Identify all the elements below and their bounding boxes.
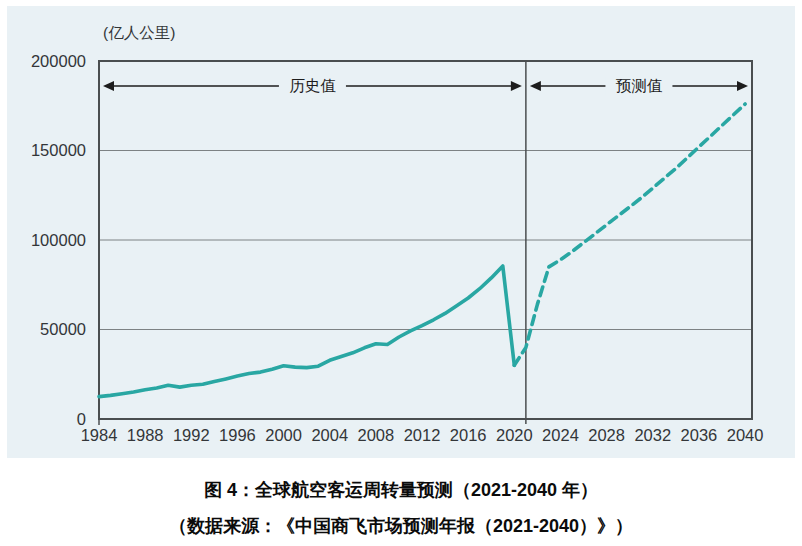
x-tick-label: 1992 xyxy=(173,426,210,444)
y-tick-label: 200000 xyxy=(31,52,86,70)
x-tick-label: 1984 xyxy=(81,426,118,444)
x-tick-label: 2016 xyxy=(450,426,487,444)
y-tick-label: 100000 xyxy=(31,231,86,249)
figure-caption-source: （数据来源：《中国商飞市场预测年报（2021-2040）》） xyxy=(0,514,802,538)
y-tick-label: 150000 xyxy=(31,141,86,159)
x-tick-label: 2008 xyxy=(358,426,395,444)
region-label: 历史值 xyxy=(289,77,336,94)
x-tick-label: 2036 xyxy=(681,426,718,444)
x-tick-label: 2000 xyxy=(265,426,302,444)
region-label: 预测值 xyxy=(616,77,663,94)
y-tick-label: 50000 xyxy=(40,320,86,338)
series-historical xyxy=(99,266,514,397)
y-tick-label: 0 xyxy=(77,410,86,428)
x-tick-label: 2004 xyxy=(311,426,348,444)
figure-caption-title: 图 4：全球航空客运周转量预测（2021-2040 年） xyxy=(0,478,802,502)
series-forecast xyxy=(514,104,745,365)
x-tick-label: 1988 xyxy=(127,426,164,444)
x-tick-label: 2020 xyxy=(496,426,533,444)
arrowhead-right-icon xyxy=(511,81,522,91)
x-tick-label: 1996 xyxy=(219,426,256,444)
x-tick-label: 2032 xyxy=(634,426,671,444)
x-tick-label: 2040 xyxy=(727,426,764,444)
arrowhead-left-icon xyxy=(530,81,541,91)
figure: (亿人公里) 050000100000150000200000198419881… xyxy=(0,0,802,546)
x-tick-label: 2024 xyxy=(542,426,579,444)
x-tick-label: 2012 xyxy=(404,426,441,444)
line-chart: 0 50000 100000 150000 200000 1984 1988 1992 1996… xyxy=(0,0,802,546)
arrowhead-right-icon xyxy=(737,81,748,91)
arrowhead-left-icon xyxy=(103,81,114,91)
x-tick-label: 2028 xyxy=(588,426,625,444)
